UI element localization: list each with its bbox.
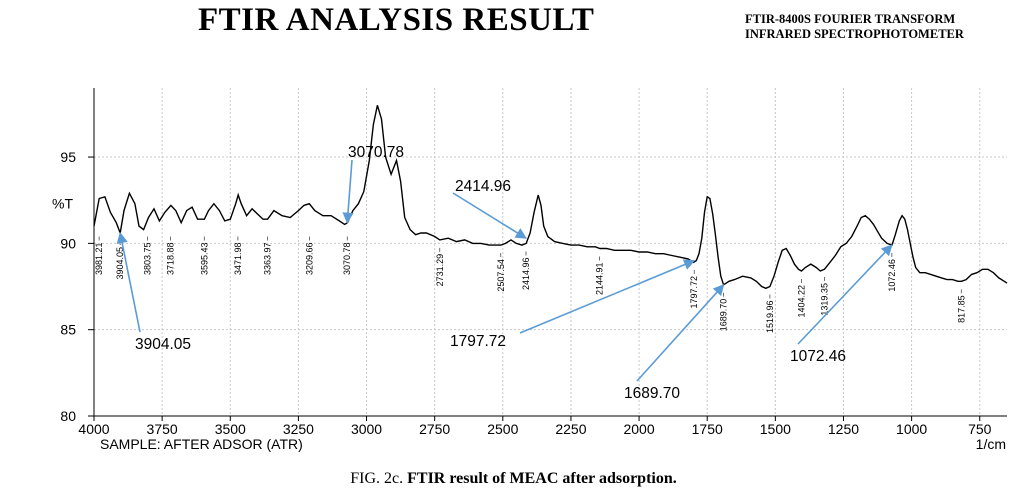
annotation-label: 1689.70 xyxy=(624,385,680,402)
annotation-arrow xyxy=(452,192,527,239)
caption-text: FTIR result of MEAC after adsorption. xyxy=(407,470,677,487)
x-axis-label: SAMPLE: AFTER ADSOR (ATR) xyxy=(100,436,303,452)
x-tick-label: 1000 xyxy=(896,421,927,437)
y-tick-label: 80 xyxy=(60,408,76,424)
page-title: FTIR ANALYSIS RESULT xyxy=(198,2,595,38)
x-tick-label: 3750 xyxy=(147,421,178,437)
x-tick-label: 1750 xyxy=(692,421,723,437)
peak-label: 1519.96 xyxy=(765,300,775,333)
peak-label: 3363.97 xyxy=(262,242,272,275)
peak-label: 3904.05 xyxy=(115,247,125,280)
annotation-arrow xyxy=(519,259,696,334)
x-tick-label: 750 xyxy=(968,421,992,437)
peak-label: 3803.75 xyxy=(142,242,152,275)
peak-label: 1797.72 xyxy=(689,276,699,309)
y-tick-label: 85 xyxy=(60,322,76,338)
peak-label: 1404.22 xyxy=(796,285,806,318)
annotation-arrow xyxy=(116,231,141,333)
spectrum-line xyxy=(93,105,1008,290)
peak-label: 817.85 xyxy=(956,295,966,323)
annotation-label: 3070.78 xyxy=(348,144,404,161)
peak-label: 2414.96 xyxy=(521,257,531,290)
instrument-line-1: FTIR-8400S FOURIER TRANSFORM xyxy=(745,12,956,26)
peak-label: 3209.66 xyxy=(304,242,314,275)
x-tick-label: 4000 xyxy=(78,421,109,437)
x-tick-label: 2250 xyxy=(555,421,586,437)
annotation-label: 1797.72 xyxy=(450,333,506,350)
x-tick-label: 1500 xyxy=(760,421,791,437)
x-tick-label: 2500 xyxy=(487,421,518,437)
x-axis-unit: 1/cm xyxy=(976,436,1006,452)
y-axis-label: %T xyxy=(52,196,73,212)
ftir-chart: 4000 3750 3500 3250 3000 2750 2500 2250 2000 1750… xyxy=(52,88,1008,452)
peak-label: 1072.46 xyxy=(887,259,897,292)
x-tick-label: 2750 xyxy=(419,421,450,437)
peak-label: 2731.29 xyxy=(435,254,445,287)
annotation-label: 2414.96 xyxy=(455,178,511,195)
y-tick-label: 90 xyxy=(60,235,76,251)
peak-label: 3981.21 xyxy=(94,242,104,275)
annotation-label: 3904.05 xyxy=(135,336,191,353)
peak-label: 2507.54 xyxy=(496,259,506,292)
peak-label: 1689.70 xyxy=(719,299,729,332)
peak-label: 3595.43 xyxy=(199,242,209,275)
x-tick-label: 3000 xyxy=(351,421,382,437)
peak-label: 1319.35 xyxy=(820,283,830,316)
peak-label: 3471.98 xyxy=(233,242,243,275)
instrument-label: FTIR-8400S FOURIER TRANSFORM INFRARED SP… xyxy=(745,12,964,42)
y-tick-label: 95 xyxy=(60,149,76,165)
annotation-label: 1072.46 xyxy=(790,348,846,365)
annotation-arrow xyxy=(342,159,354,224)
figure-caption: FIG. 2c. FTIR result of MEAC after adsor… xyxy=(0,470,1027,488)
annotation-arrow xyxy=(636,283,725,382)
peak-label: 3718.88 xyxy=(166,242,176,275)
instrument-line-2: INFRARED SPECTROPHOTOMETER xyxy=(745,27,964,41)
peak-label: 3070.78 xyxy=(342,242,352,275)
x-tick-label: 1250 xyxy=(828,421,859,437)
x-tick-label: 3500 xyxy=(215,421,246,437)
x-tick-label: 3250 xyxy=(283,421,314,437)
caption-prefix: FIG. 2c. xyxy=(350,470,404,487)
peak-label: 2144.91 xyxy=(595,262,605,295)
x-tick-label: 2000 xyxy=(623,421,654,437)
annotation-arrow xyxy=(797,244,893,345)
